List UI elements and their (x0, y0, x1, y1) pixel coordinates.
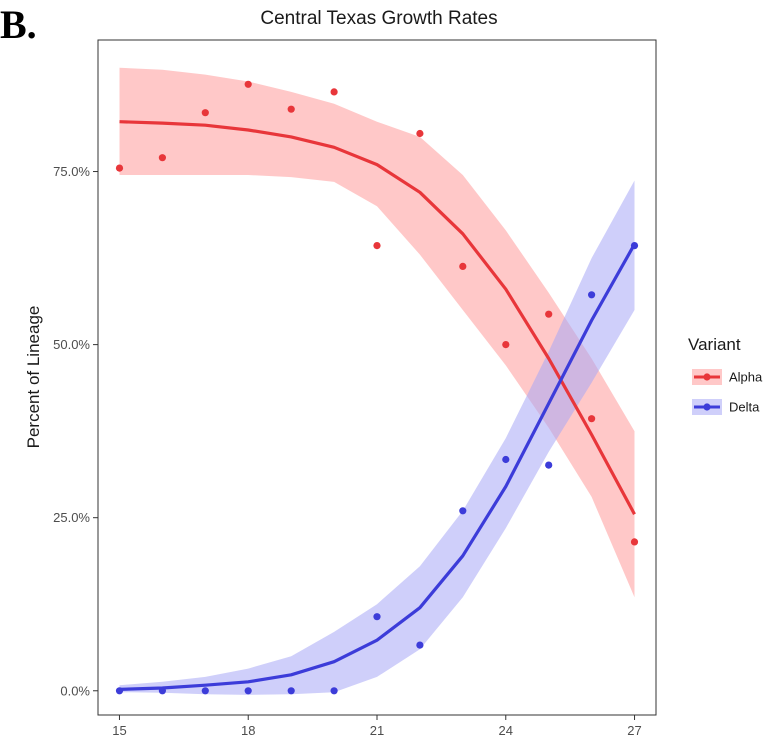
data-points (115, 80, 639, 695)
alpha-data-point (158, 154, 166, 162)
x-tick-label: 21 (370, 723, 384, 738)
delta-data-point (373, 613, 381, 621)
y-tick-label: 0.0% (60, 683, 90, 698)
x-axis: 15 18 21 24 27 (112, 715, 642, 738)
delta-data-point (588, 291, 596, 299)
fit-lines (119, 120, 636, 691)
alpha-legend-label: Alpha (729, 370, 763, 385)
x-tick-label: 27 (627, 723, 641, 738)
delta-data-point (158, 687, 166, 695)
legend: Variant Alpha Delta (688, 335, 763, 415)
alpha-data-point (287, 105, 295, 113)
delta-data-point (244, 687, 252, 695)
chart-title: Central Texas Growth Rates (260, 8, 497, 29)
delta-legend-key-point (703, 403, 711, 411)
delta-data-point (416, 641, 424, 649)
delta-fit-line (119, 243, 636, 691)
delta-legend-label: Delta (729, 400, 760, 415)
delta-data-point (201, 687, 209, 695)
delta-data-point (502, 455, 510, 464)
alpha-data-point (630, 538, 639, 546)
y-tick-label: 50.0% (53, 337, 90, 352)
delta-data-point (287, 687, 295, 695)
alpha-data-point (201, 109, 209, 117)
legend-title: Variant (688, 335, 741, 354)
y-axis: 0.0% 25.0% 50.0% 75.0% (53, 164, 98, 698)
alpha-data-point (244, 80, 252, 88)
delta-data-point (115, 687, 124, 695)
y-axis-label: Percent of Lineage (24, 306, 43, 449)
x-tick-label: 15 (112, 723, 126, 738)
panel-label: B. (0, 2, 37, 47)
delta-data-point (545, 461, 553, 469)
x-tick-label: 18 (241, 723, 255, 738)
alpha-data-point (330, 88, 338, 96)
delta-data-point (459, 507, 467, 515)
alpha-confidence-band (119, 67, 635, 598)
alpha-data-point (115, 164, 124, 172)
alpha-fit-line (119, 120, 636, 515)
x-tick-label: 24 (499, 723, 513, 738)
alpha-data-point (588, 415, 596, 423)
alpha-data-point (373, 242, 381, 250)
y-tick-label: 75.0% (53, 164, 90, 179)
alpha-legend-key-point (703, 373, 711, 381)
confidence-bands (119, 67, 635, 695)
delta-data-point (630, 242, 639, 250)
delta-data-point (330, 687, 338, 695)
alpha-data-point (416, 129, 424, 138)
alpha-data-point (502, 341, 510, 349)
alpha-data-point (545, 310, 553, 318)
y-tick-label: 25.0% (53, 510, 90, 525)
alpha-data-point (459, 262, 467, 270)
